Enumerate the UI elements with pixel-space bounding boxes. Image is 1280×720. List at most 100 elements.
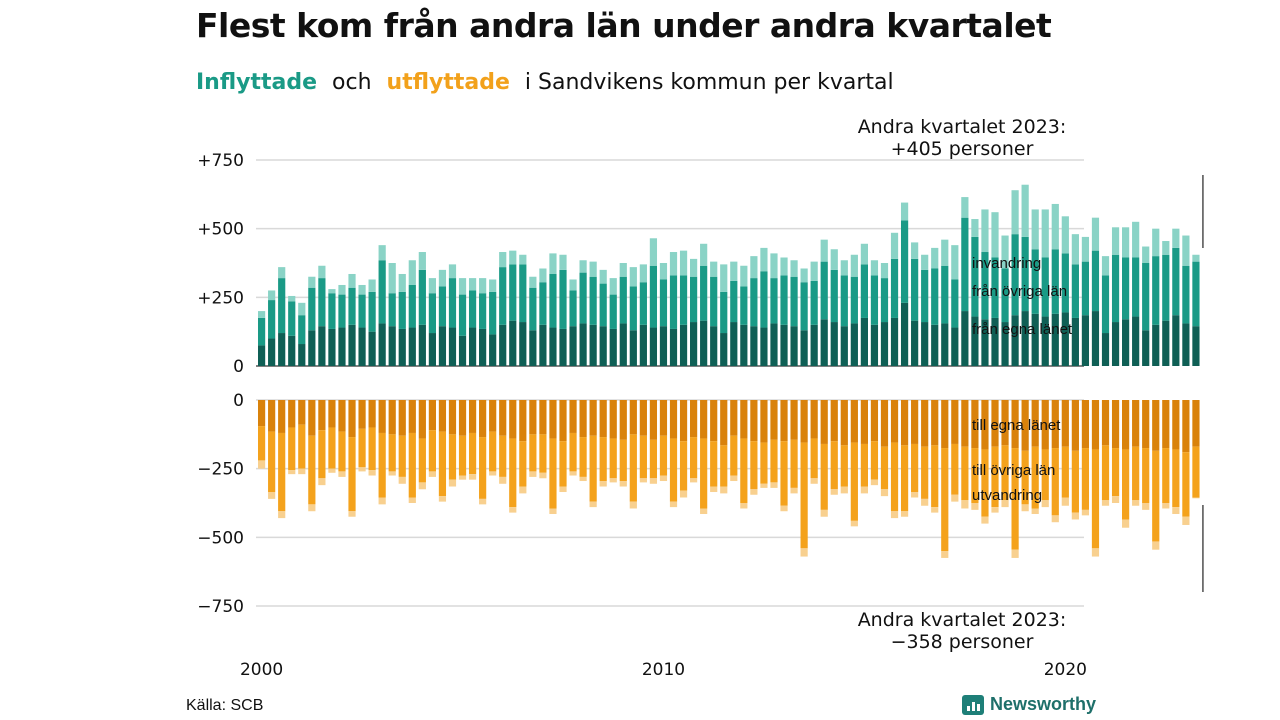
bar-out-other [539, 434, 547, 473]
bar-in-other [911, 258, 919, 321]
bar-out-local [288, 400, 296, 428]
bar-out-other [1172, 449, 1180, 508]
bar-in-abroad [961, 197, 969, 218]
bar-out-abroad [890, 511, 899, 519]
bar-out-other [378, 432, 386, 498]
bar-out-local [770, 400, 778, 440]
bar-out-abroad [1182, 516, 1190, 525]
bar-out-local [629, 400, 637, 435]
x-tick: 2010 [642, 660, 685, 680]
bar-in-abroad [479, 278, 487, 294]
bar-out-other [599, 437, 607, 482]
subtitle-inflyttade: Inflyttade [196, 70, 318, 95]
bar-in-local [810, 324, 818, 366]
bar-in-abroad [991, 212, 999, 258]
bar-in-local [519, 322, 527, 366]
bar-out-other [1152, 450, 1160, 542]
bar-out-abroad [850, 520, 858, 527]
bar-out-abroad [378, 497, 386, 505]
bar-in-local [870, 324, 879, 366]
bar-in-abroad [629, 267, 637, 287]
bar-in-other [669, 275, 678, 329]
bar-in-other [559, 269, 567, 329]
bar-out-abroad [659, 475, 668, 482]
bar-out-other [850, 442, 858, 521]
bar-out-other [408, 432, 416, 498]
bar-in-other [609, 294, 617, 329]
bar-in-other [468, 290, 477, 328]
bar-in-other [1051, 249, 1059, 314]
bar-in-other [1152, 256, 1160, 325]
bar-in-local [1192, 326, 1200, 366]
bar-in-abroad [639, 264, 647, 283]
bar-out-other [1091, 449, 1100, 549]
bar-out-abroad [1132, 500, 1140, 506]
bar-in-local [479, 328, 487, 366]
bar-out-local [298, 400, 306, 425]
bar-in-local [961, 311, 969, 366]
bar-in-abroad [609, 278, 617, 295]
bar-in-abroad [800, 268, 808, 283]
bar-in-local [911, 320, 919, 366]
chart-title: Flest kom från andra län under andra kva… [196, 6, 1052, 45]
bar-out-local [1061, 400, 1069, 447]
bar-out-local [911, 400, 919, 444]
bar-in-other [790, 276, 798, 327]
bar-out-abroad [398, 476, 406, 484]
bar-out-local [1192, 400, 1200, 447]
bar-in-local [589, 324, 597, 366]
bar-in-abroad [911, 242, 919, 259]
bar-out-other [770, 439, 778, 483]
bar-in-other [1091, 250, 1100, 312]
bar-in-local [559, 328, 567, 366]
bar-in-local [288, 335, 296, 366]
bar-in-abroad [308, 276, 316, 288]
bar-in-local [418, 324, 426, 366]
bar-out-abroad [328, 468, 336, 473]
bar-out-other [880, 446, 889, 490]
bar-out-other [549, 438, 557, 509]
bar-in-local [1001, 322, 1009, 366]
bar-in-abroad [468, 278, 477, 291]
bar-in-other [1081, 261, 1090, 316]
bar-out-other [720, 445, 728, 487]
bar-in-abroad [941, 239, 949, 266]
bar-in-local [428, 333, 436, 366]
bar-in-other [800, 282, 808, 331]
bar-in-abroad [840, 260, 848, 276]
bar-out-local [428, 400, 436, 431]
bar-in-abroad [539, 268, 547, 283]
bar-out-local [690, 400, 698, 438]
bar-in-other [921, 269, 929, 323]
bar-out-local [1011, 400, 1019, 449]
bar-in-local [629, 330, 637, 366]
brand-name: Newsworthy [990, 694, 1097, 714]
bar-out-other [569, 432, 577, 472]
bar-in-local [408, 327, 416, 366]
bar-in-other [539, 282, 547, 325]
bar-out-local [679, 400, 688, 442]
bar-out-local [800, 400, 808, 443]
bar-in-local [800, 330, 808, 366]
bar-in-local [1091, 311, 1100, 366]
bar-out-other [418, 438, 426, 483]
bar-in-other [931, 268, 939, 325]
bar-out-abroad [509, 507, 517, 513]
bar-out-abroad [1081, 509, 1090, 516]
bar-out-abroad [750, 489, 758, 495]
bar-out-other [559, 441, 567, 487]
bar-out-abroad [710, 486, 718, 493]
bar-in-other [649, 265, 658, 328]
bar-in-abroad [589, 261, 597, 277]
bar-out-other [358, 428, 366, 468]
bar-in-other [991, 257, 999, 318]
series-label-out: utvandring [972, 487, 1042, 504]
bar-out-other [1031, 446, 1039, 509]
bar-out-local [991, 400, 999, 447]
bar-out-abroad [579, 476, 587, 482]
bar-in-local [931, 324, 939, 366]
bar-in-abroad [579, 260, 587, 273]
bar-in-local [268, 338, 276, 366]
bar-out-other [730, 435, 738, 476]
bar-out-abroad [1031, 508, 1039, 514]
